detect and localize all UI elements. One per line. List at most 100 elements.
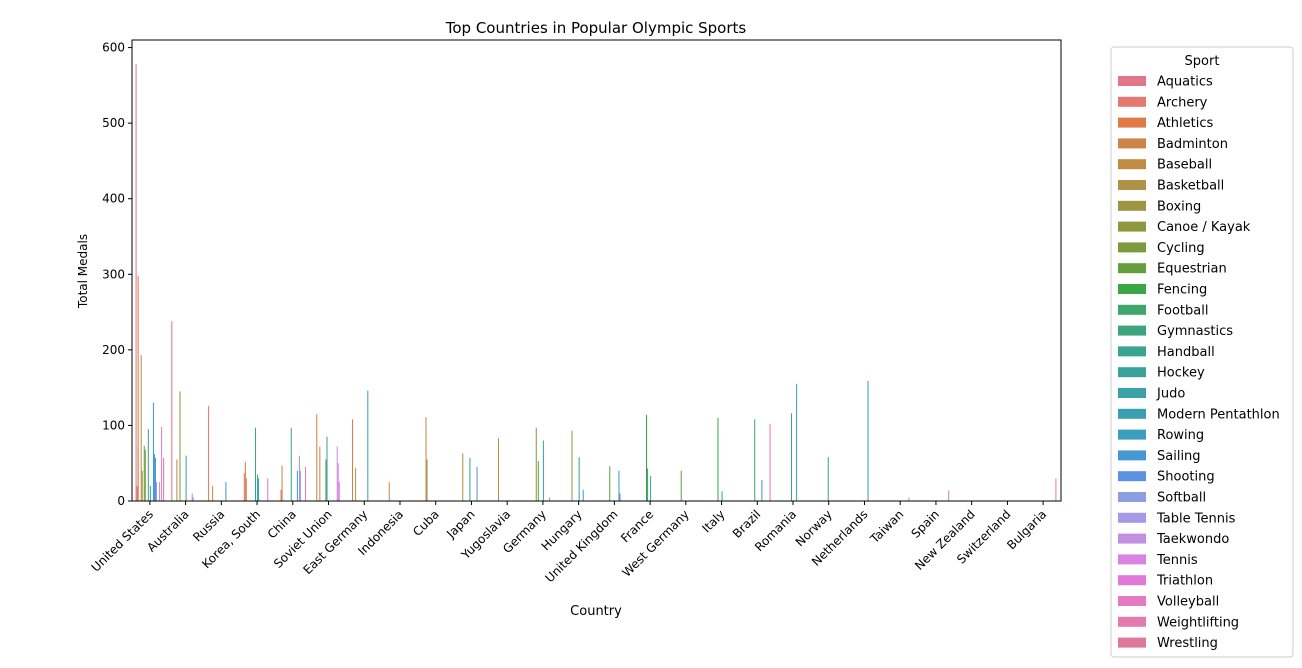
legend-entry: Judo: [1156, 387, 1185, 402]
bar-gymnastics: [326, 436, 328, 501]
bar-basketball: [426, 459, 428, 501]
legend-entry: Modern Pentathlon: [1157, 407, 1280, 422]
legend-swatch: [1118, 388, 1146, 398]
bar-badminton: [245, 478, 247, 501]
bar-athletics: [244, 461, 246, 501]
bar-athletics: [137, 275, 139, 501]
bar-weightlifting: [948, 490, 950, 501]
bar-volleyball: [161, 426, 163, 501]
legend-frame: [1110, 46, 1294, 658]
legend-swatch: [1118, 637, 1146, 648]
bar-hockey: [257, 474, 259, 501]
x-tick-label: Cuba: [410, 507, 442, 539]
bar-softball: [298, 455, 300, 501]
bar-canoe-kayak: [571, 430, 573, 501]
bar-tennis: [337, 463, 339, 501]
legend-entry: Gymnastics: [1157, 324, 1233, 339]
bar-tennis: [159, 482, 161, 501]
chart-title: Top Countries in Popular Olympic Sports: [445, 19, 747, 37]
bar-softball: [549, 497, 551, 501]
legend-entry: Triathlon: [1156, 574, 1213, 589]
bar-softball: [155, 482, 158, 501]
bar-gymnastics: [790, 413, 792, 501]
bar-baseball: [425, 417, 427, 501]
legend-entry: Volleyball: [1157, 595, 1219, 610]
bar-badminton: [388, 482, 390, 501]
legend-swatch: [1118, 367, 1146, 378]
bar-sailing: [582, 489, 584, 501]
legend-entry: Rowing: [1157, 428, 1204, 443]
bar-taekwondo: [908, 497, 910, 501]
legend-swatch: [1118, 159, 1146, 170]
legend-entry: Archery: [1157, 95, 1208, 110]
x-tick-label: West Germany: [619, 507, 691, 579]
legend-swatch: [1118, 554, 1146, 565]
bar-basketball: [212, 485, 214, 501]
bar-table-tennis: [192, 497, 194, 501]
bar-football: [647, 468, 649, 501]
bar-rowing: [867, 380, 869, 501]
legend-entry: Wrestling: [1157, 636, 1218, 651]
x-tick-label: Taiwan: [867, 507, 906, 546]
bar-hockey: [542, 440, 544, 501]
legend-swatch: [1118, 96, 1146, 107]
bar-wrestling: [163, 457, 165, 501]
bar-athletics: [280, 489, 282, 501]
bar-equestrian: [680, 470, 682, 501]
bars-layer: [135, 64, 1057, 502]
bar-table-tennis: [299, 470, 301, 501]
bar-rowing: [152, 402, 154, 501]
bar-athletics: [316, 414, 318, 501]
bar-archery: [208, 405, 210, 501]
legend-entry: Boxing: [1157, 199, 1201, 214]
legend-swatch: [1118, 284, 1146, 294]
x-tick-label: Bulgaria: [1004, 507, 1049, 552]
legend-swatch: [1118, 512, 1146, 523]
legend-entry: Equestrian: [1157, 262, 1227, 277]
legend-swatch: [1118, 180, 1146, 190]
bar-aquatics: [171, 321, 173, 501]
bar-shooting: [154, 457, 156, 501]
legend-entry: Handball: [1157, 345, 1215, 360]
bar-canoe-kayak: [535, 427, 537, 501]
legend-swatch: [1118, 200, 1146, 211]
bar-weightlifting: [1055, 478, 1057, 501]
legend-entry: Football: [1157, 303, 1208, 318]
legend-swatch: [1118, 76, 1146, 86]
legend-entry: Canoe / Kayak: [1157, 220, 1251, 235]
bar-weightlifting: [769, 423, 771, 501]
x-tick-label: Japan: [443, 507, 477, 541]
legend-swatch: [1118, 492, 1146, 502]
bar-boxing: [141, 470, 143, 501]
bar-fencing: [717, 417, 719, 501]
bar-judo: [258, 478, 260, 501]
legend: Sport Aquatics Archery Athletics Badminton B…: [1110, 46, 1294, 658]
legend-swatch: [1118, 575, 1146, 586]
bar-gymnastics: [255, 427, 257, 501]
bar-badminton: [281, 465, 283, 501]
bar-hockey: [578, 457, 580, 501]
bar-equestrian: [537, 460, 539, 501]
bar-equestrian: [609, 466, 611, 501]
bar-triathlon: [267, 478, 269, 501]
bar-taekwondo: [336, 446, 338, 501]
legend-swatch: [1118, 325, 1146, 336]
bar-sailing: [618, 470, 620, 501]
bar-archery: [136, 485, 138, 501]
legend-swatch: [1118, 346, 1146, 357]
legend-swatch: [1118, 304, 1146, 315]
bar-football: [754, 419, 756, 501]
bar-sailing: [225, 482, 227, 501]
bar-gymnastics: [469, 457, 471, 501]
legend-entry: Shooting: [1157, 470, 1215, 485]
y-tick-label: 0: [117, 494, 125, 508]
x-tick-label: United States: [89, 507, 156, 574]
bar-hockey: [721, 491, 723, 501]
x-tick-label: China: [265, 507, 299, 541]
legend-entry: Weightlifting: [1157, 615, 1239, 630]
bar-archery: [243, 473, 245, 501]
y-tick-label: 500: [102, 116, 125, 130]
legend-swatch: [1118, 450, 1146, 461]
